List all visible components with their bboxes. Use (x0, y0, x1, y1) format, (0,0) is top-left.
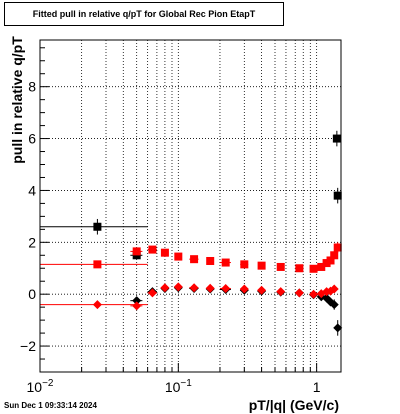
error-bars (40, 130, 339, 336)
data-point-square (317, 262, 326, 271)
data-point-square (190, 255, 199, 264)
x-tick-label: 10−2 (27, 378, 54, 395)
data-point-diamond (147, 288, 157, 298)
chart-title-text: Fitted pull in relative q/pT for Global … (32, 9, 256, 19)
data-point-diamond (92, 300, 102, 310)
chart-title: Fitted pull in relative q/pT for Global … (4, 2, 284, 26)
x-tick-label: 10−1 (165, 378, 192, 395)
y-tick-label: 2 (28, 234, 36, 250)
data-point-square (93, 222, 102, 231)
data-point-square (332, 134, 341, 143)
data-point-diamond (257, 285, 267, 295)
x-tick-label: 1 (313, 379, 321, 395)
data-point-square (240, 260, 249, 269)
data-point-square (221, 258, 230, 267)
data-point-square (148, 245, 157, 254)
data-point-square (333, 191, 342, 200)
data-point-square (309, 264, 318, 273)
tick-labels: 10−2 10−1 1 −2 0 2 4 6 8 (20, 79, 321, 395)
data-point-diamond (132, 296, 142, 306)
data-point-square (257, 261, 266, 270)
data-point-diamond (239, 284, 249, 294)
data-point-square (295, 264, 304, 273)
plot-frame (39, 39, 342, 373)
data-point-diamond (221, 283, 231, 293)
data-point-square (326, 256, 335, 265)
data-point-square (132, 247, 141, 256)
timestamp: Sun Dec 1 09:33:14 2024 (4, 401, 97, 410)
data-point-square (160, 248, 169, 257)
data-point-diamond (160, 283, 170, 293)
y-tick-label: 4 (28, 182, 36, 198)
data-point-square (333, 243, 342, 252)
data-point-square (330, 251, 339, 260)
data-point-diamond (132, 301, 142, 311)
data-point-diamond (276, 287, 286, 297)
data-point-diamond (329, 300, 339, 310)
y-tick-label: −2 (20, 338, 36, 354)
data-point-square (276, 262, 285, 271)
data-markers (92, 134, 343, 333)
grid-lines (39, 40, 341, 372)
data-point-diamond (173, 282, 183, 292)
axis-ticks (39, 47, 318, 372)
data-point-diamond (333, 323, 343, 333)
data-point-square (93, 260, 102, 269)
data-point-diamond (329, 284, 339, 294)
data-point-diamond (205, 283, 215, 293)
data-point-diamond (294, 288, 304, 298)
x-axis-label: pT/|q| (GeV/c) (249, 397, 339, 413)
data-point-square (174, 252, 183, 261)
y-axis-label: pull in relative q/pT (9, 36, 25, 164)
data-point-diamond (189, 283, 199, 293)
y-tick-label: 8 (28, 79, 36, 95)
data-point-square (206, 256, 215, 265)
y-tick-label: 0 (28, 286, 36, 302)
data-point-diamond (309, 289, 319, 299)
y-tick-label: 6 (28, 131, 36, 147)
